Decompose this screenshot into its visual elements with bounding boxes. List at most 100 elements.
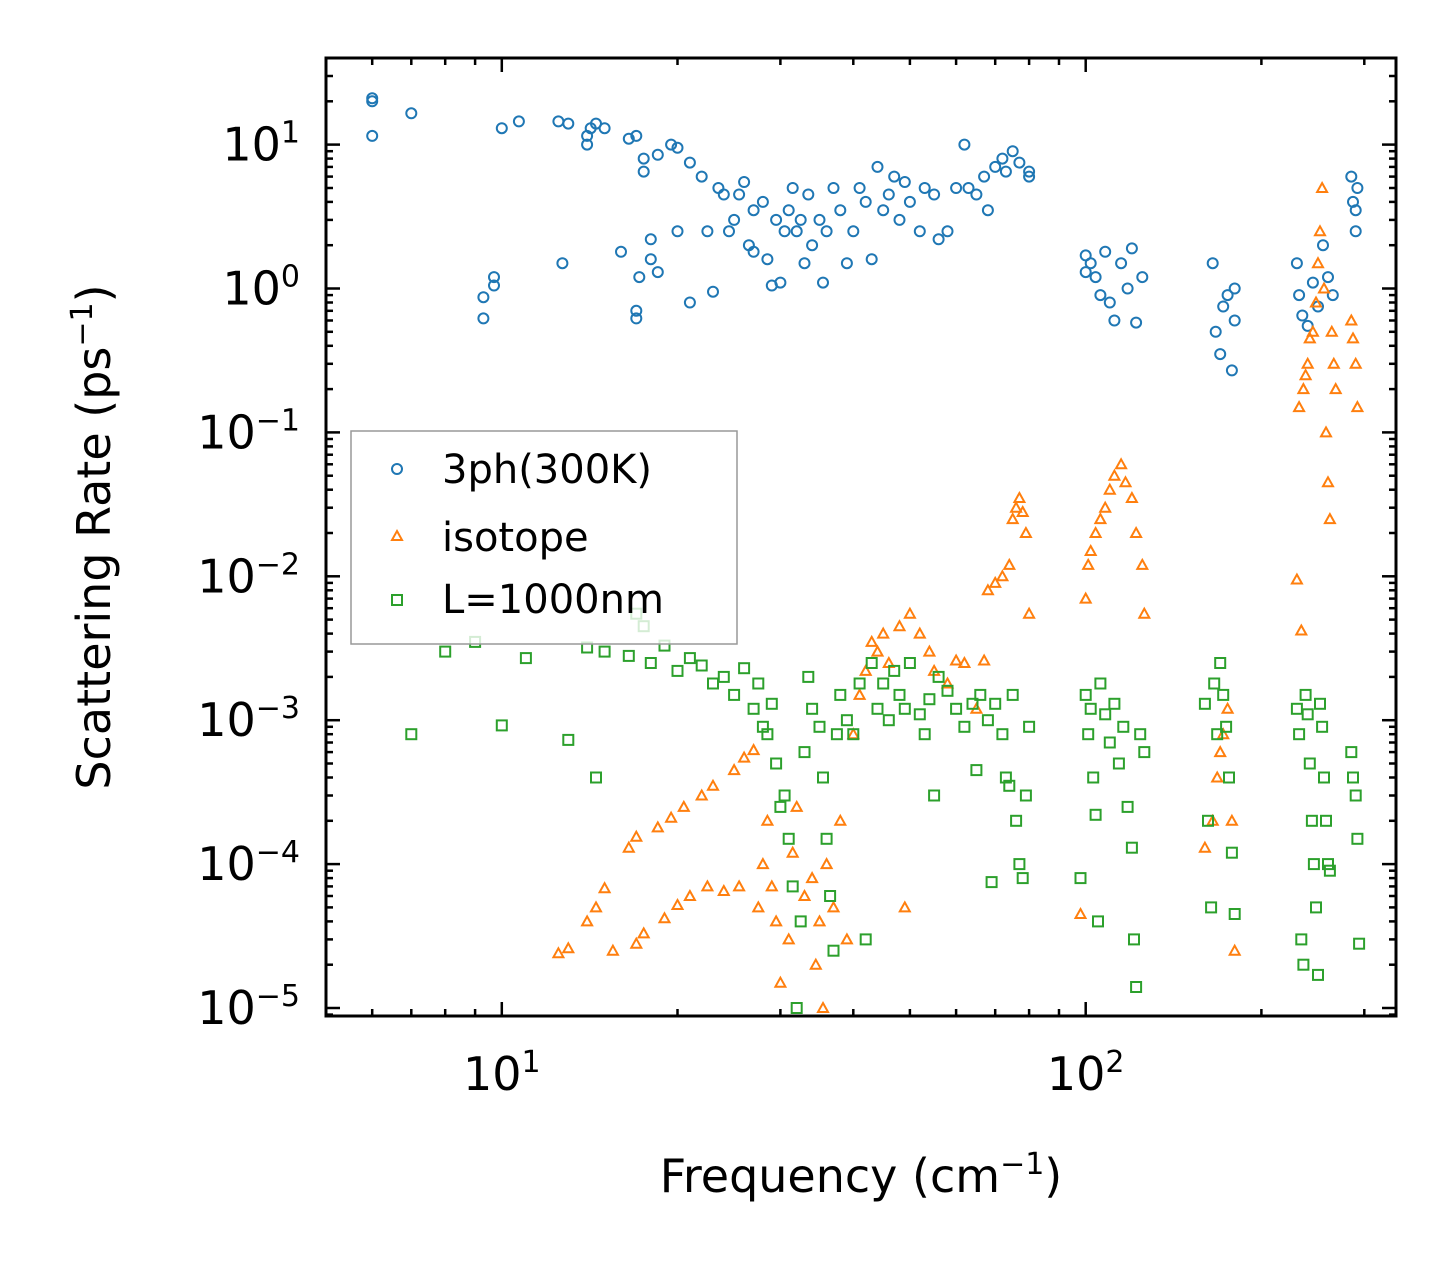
- y-tick-label-base: 10: [197, 981, 256, 1035]
- point-boundary: [1202, 814, 1214, 827]
- point-boundary: [1322, 858, 1334, 871]
- point-boundary: [1318, 771, 1330, 784]
- x-tick-label: 101: [463, 1045, 541, 1101]
- point-isotope: [805, 871, 819, 884]
- point-3ph: [683, 156, 696, 169]
- point-boundary: [840, 714, 853, 727]
- point-isotope: [1012, 490, 1027, 503]
- legend-label-3ph: 3ph(300K): [442, 447, 652, 493]
- point-3ph: [970, 188, 983, 201]
- point-3ph: [1103, 296, 1116, 309]
- point-3ph: [1099, 245, 1112, 258]
- point-isotope: [1349, 356, 1363, 369]
- point-boundary: [1205, 901, 1218, 914]
- point-boundary: [985, 876, 998, 889]
- point-boundary: [794, 915, 807, 928]
- point-isotope: [940, 676, 955, 689]
- y-tick-label: 10−5: [197, 979, 300, 1035]
- legend-label-isotope: isotope: [442, 515, 589, 561]
- point-boundary: [1010, 814, 1023, 827]
- y-tick-label-exp: 0: [281, 260, 300, 295]
- point-isotope: [606, 943, 620, 956]
- y-tick-label: 10−3: [197, 691, 300, 747]
- point-isotope: [1346, 331, 1360, 344]
- point-boundary: [941, 684, 954, 697]
- plot-frame: [324, 56, 1398, 1018]
- point-3ph: [707, 285, 719, 298]
- point-isotope: [1009, 500, 1023, 513]
- point-3ph: [1115, 257, 1128, 270]
- x-tick-label-exp: 1: [522, 1045, 541, 1080]
- point-boundary: [1013, 858, 1026, 871]
- point-boundary: [1130, 981, 1143, 993]
- point-isotope: [1137, 606, 1151, 619]
- point-boundary: [1223, 771, 1235, 784]
- point-3ph: [1326, 289, 1339, 302]
- point-isotope: [981, 583, 995, 596]
- point-3ph: [756, 195, 769, 208]
- point-boundary: [1117, 720, 1130, 733]
- point-3ph: [630, 304, 643, 317]
- point-boundary: [923, 693, 936, 706]
- point-isotope: [629, 936, 643, 949]
- point-isotope: [695, 788, 709, 801]
- point-isotope: [1317, 281, 1331, 294]
- point-boundary: [683, 652, 696, 665]
- point-3ph: [630, 129, 643, 142]
- point-boundary: [622, 649, 635, 662]
- point-boundary: [562, 733, 575, 746]
- y-tick-label-exp: −3: [256, 691, 300, 726]
- point-isotope: [677, 799, 691, 812]
- point-isotope: [1103, 482, 1117, 495]
- legend-label-boundary: L=1000nm: [442, 577, 664, 623]
- point-3ph: [512, 115, 525, 128]
- point-boundary: [765, 697, 778, 710]
- point-isotope: [737, 750, 751, 763]
- point-3ph: [996, 152, 1009, 165]
- point-3ph: [1290, 257, 1303, 270]
- point-boundary: [824, 890, 837, 902]
- point-3ph: [1023, 170, 1036, 183]
- point-3ph: [928, 188, 941, 201]
- point-3ph: [1345, 170, 1358, 183]
- point-boundary: [1347, 771, 1359, 784]
- point-isotope: [782, 932, 796, 945]
- point-boundary: [989, 697, 1002, 710]
- point-boundary: [1074, 872, 1087, 885]
- y-axis-title-main: Scattering Rate (ps: [67, 347, 121, 790]
- point-isotope: [727, 763, 741, 776]
- y-tick-label-exp: −5: [256, 979, 300, 1014]
- point-3ph: [794, 213, 807, 226]
- point-isotope: [1296, 382, 1311, 395]
- point-isotope: [826, 900, 841, 913]
- point-boundary: [1214, 657, 1227, 669]
- point-boundary: [1301, 708, 1314, 721]
- point-boundary: [790, 1002, 803, 1014]
- point-isotope: [852, 687, 867, 700]
- point-3ph: [1349, 204, 1362, 217]
- point-boundary: [598, 645, 611, 658]
- point-boundary: [728, 688, 741, 701]
- point-3ph: [405, 107, 418, 120]
- point-boundary: [1016, 872, 1029, 885]
- point-boundary: [439, 645, 452, 658]
- point-isotope: [1073, 906, 1088, 919]
- y-tick-label: 10−2: [197, 547, 300, 603]
- point-isotope: [1319, 425, 1333, 438]
- y-tick-label-exp: −1: [256, 403, 300, 438]
- point-3ph: [644, 253, 657, 266]
- point-3ph: [877, 204, 890, 217]
- point-boundary: [761, 728, 774, 741]
- point-isotope: [1325, 324, 1339, 337]
- x-tick-label: 102: [1047, 1045, 1125, 1101]
- point-boundary: [1316, 720, 1329, 733]
- point-boundary: [1023, 720, 1036, 733]
- point-isotope: [751, 900, 765, 913]
- point-3ph: [790, 225, 803, 238]
- x-axis-title-main: Frequency (cm: [660, 1149, 1000, 1203]
- point-boundary: [1003, 779, 1016, 792]
- point-isotope: [1290, 572, 1304, 585]
- point-isotope: [816, 1000, 830, 1013]
- point-3ph: [958, 138, 971, 151]
- point-3ph: [477, 312, 490, 325]
